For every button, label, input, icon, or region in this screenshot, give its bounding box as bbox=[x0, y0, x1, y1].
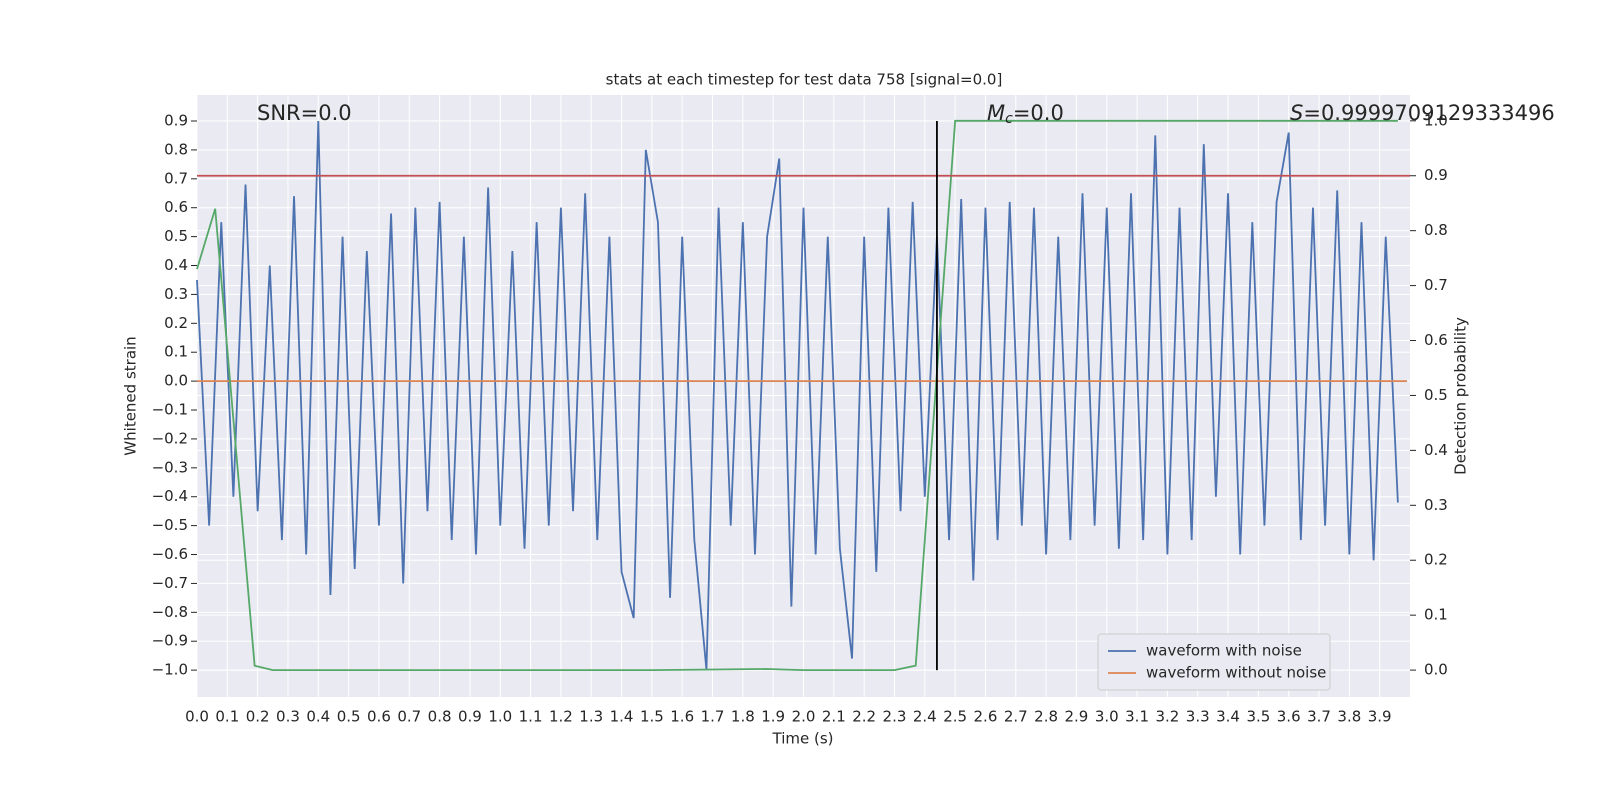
x-tick-label: 1.6 bbox=[670, 708, 694, 726]
annotation: S=0.9999709129333496 bbox=[1290, 101, 1555, 125]
annotation-text: =0.0 bbox=[1013, 101, 1064, 125]
y-tick-label: 0.2 bbox=[164, 314, 188, 332]
x-tick-label: 3.6 bbox=[1277, 708, 1301, 726]
x-tick-label: 3.8 bbox=[1337, 708, 1361, 726]
x-tick-label: 3.0 bbox=[1095, 708, 1119, 726]
y2-tick-label: 0.5 bbox=[1424, 386, 1448, 404]
x-tick-label: 3.7 bbox=[1307, 708, 1331, 726]
x-tick-label: 1.5 bbox=[640, 708, 664, 726]
grid bbox=[196, 95, 1410, 697]
y-tick-label: 0.6 bbox=[164, 198, 188, 216]
x-tick-label: 2.1 bbox=[822, 708, 846, 726]
x-tick-label: 1.3 bbox=[579, 708, 603, 726]
x-tick-label: 1.8 bbox=[731, 708, 755, 726]
legend: waveform with noise waveform without nois… bbox=[1097, 633, 1331, 691]
y-tick-label: −0.9 bbox=[152, 632, 188, 650]
y-tick-label: 0.3 bbox=[164, 285, 188, 303]
y-tick-label: 0.9 bbox=[164, 112, 188, 130]
x-tick-label: 2.7 bbox=[1004, 708, 1028, 726]
x-tick-label: 1.0 bbox=[488, 708, 512, 726]
x-tick-label: 2.2 bbox=[852, 708, 876, 726]
chart-title: stats at each timestep for test data 758… bbox=[606, 71, 1003, 89]
y2-tick-label: 0.8 bbox=[1424, 221, 1448, 239]
x-tick-label: 3.3 bbox=[1186, 708, 1210, 726]
x-tick-label: 0.2 bbox=[246, 708, 270, 726]
x-tick-label: 1.9 bbox=[761, 708, 785, 726]
y2-tick-label: 1.0 bbox=[1424, 111, 1448, 129]
y-tick-label: 0.4 bbox=[164, 256, 188, 274]
y2-tick-label: 0.6 bbox=[1424, 331, 1448, 349]
x-tick-label: 0.0 bbox=[185, 708, 209, 726]
marks bbox=[196, 119, 1410, 671]
y2-tick-label: 0.2 bbox=[1424, 551, 1448, 569]
x-tick-label: 0.8 bbox=[428, 708, 452, 726]
legend-label: waveform with noise bbox=[1146, 642, 1302, 660]
x-tick-label: 0.7 bbox=[397, 708, 421, 726]
annotation-text: =0.9999709129333496 bbox=[1303, 101, 1554, 125]
y2-tick-label: 0.4 bbox=[1424, 441, 1448, 459]
x-tick-label: 0.6 bbox=[367, 708, 391, 726]
x-tick-label: 0.4 bbox=[306, 708, 330, 726]
y-tick-label: −0.4 bbox=[152, 487, 188, 505]
y-tick-label: −1.0 bbox=[152, 661, 188, 679]
series-line bbox=[196, 119, 1398, 671]
annotation-subscript: c bbox=[1005, 111, 1013, 127]
x-tick-label: 2.6 bbox=[974, 708, 998, 726]
annotation-symbol: S bbox=[1290, 101, 1303, 125]
x-tick-label: 2.9 bbox=[1064, 708, 1088, 726]
x-tick-label: 1.2 bbox=[549, 708, 573, 726]
y-tick-label: 0.8 bbox=[164, 140, 188, 158]
x-tick-label: 3.9 bbox=[1368, 708, 1392, 726]
x-tick-label: 0.9 bbox=[458, 708, 482, 726]
x-tick-label: 3.1 bbox=[1125, 708, 1149, 726]
y-tick-label: 0.7 bbox=[164, 169, 188, 187]
x-tick-label: 2.0 bbox=[792, 708, 816, 726]
x-tick-label: 2.5 bbox=[943, 708, 967, 726]
x-axis-label: Time (s) bbox=[772, 730, 834, 748]
x-tick-label: 1.7 bbox=[701, 708, 725, 726]
y2-tick-label: 0.9 bbox=[1424, 166, 1448, 184]
x-tick-label: 2.4 bbox=[913, 708, 937, 726]
x-tick-label: 1.4 bbox=[610, 708, 634, 726]
y2-tick-label: 0.0 bbox=[1424, 661, 1448, 679]
x-tick-label: 3.5 bbox=[1246, 708, 1270, 726]
y2-axis-label: Detection probability bbox=[1452, 317, 1470, 475]
annotation: SNR=0.0 bbox=[257, 101, 352, 125]
x-tick-label: 0.1 bbox=[215, 708, 239, 726]
y-tick-label: −0.7 bbox=[152, 574, 188, 592]
y-tick-label: −0.3 bbox=[152, 458, 188, 476]
y-tick-label: 0.1 bbox=[164, 343, 188, 361]
y2-tick-label: 0.7 bbox=[1424, 276, 1448, 294]
y-tick-label: −0.1 bbox=[152, 401, 188, 419]
y-tick-label: −0.2 bbox=[152, 429, 188, 447]
y2-tick-label: 0.3 bbox=[1424, 496, 1448, 514]
x-tick-label: 0.3 bbox=[276, 708, 300, 726]
annotation: Mc=0.0 bbox=[987, 101, 1064, 127]
y-tick-label: −0.5 bbox=[152, 516, 188, 534]
y-tick-label: −0.6 bbox=[152, 545, 188, 563]
y2-tick-label: 0.1 bbox=[1424, 606, 1448, 624]
x-tick-label: 3.4 bbox=[1216, 708, 1240, 726]
legend-label: waveform without noise bbox=[1146, 664, 1326, 682]
x-tick-label: 2.3 bbox=[883, 708, 907, 726]
x-tick-label: 2.8 bbox=[1034, 708, 1058, 726]
legend-box bbox=[1097, 633, 1331, 691]
y-tick-label: 0.0 bbox=[164, 372, 188, 390]
x-tick-label: 0.5 bbox=[337, 708, 361, 726]
y-tick-label: −0.8 bbox=[152, 603, 188, 621]
y-axis-label: Whitened strain bbox=[122, 336, 140, 455]
x-tick-label: 3.2 bbox=[1155, 708, 1179, 726]
y-tick-label: 0.5 bbox=[164, 227, 188, 245]
series-line bbox=[196, 120, 1399, 671]
annotation-symbol: M bbox=[987, 101, 1005, 125]
x-tick-label: 1.1 bbox=[519, 708, 543, 726]
